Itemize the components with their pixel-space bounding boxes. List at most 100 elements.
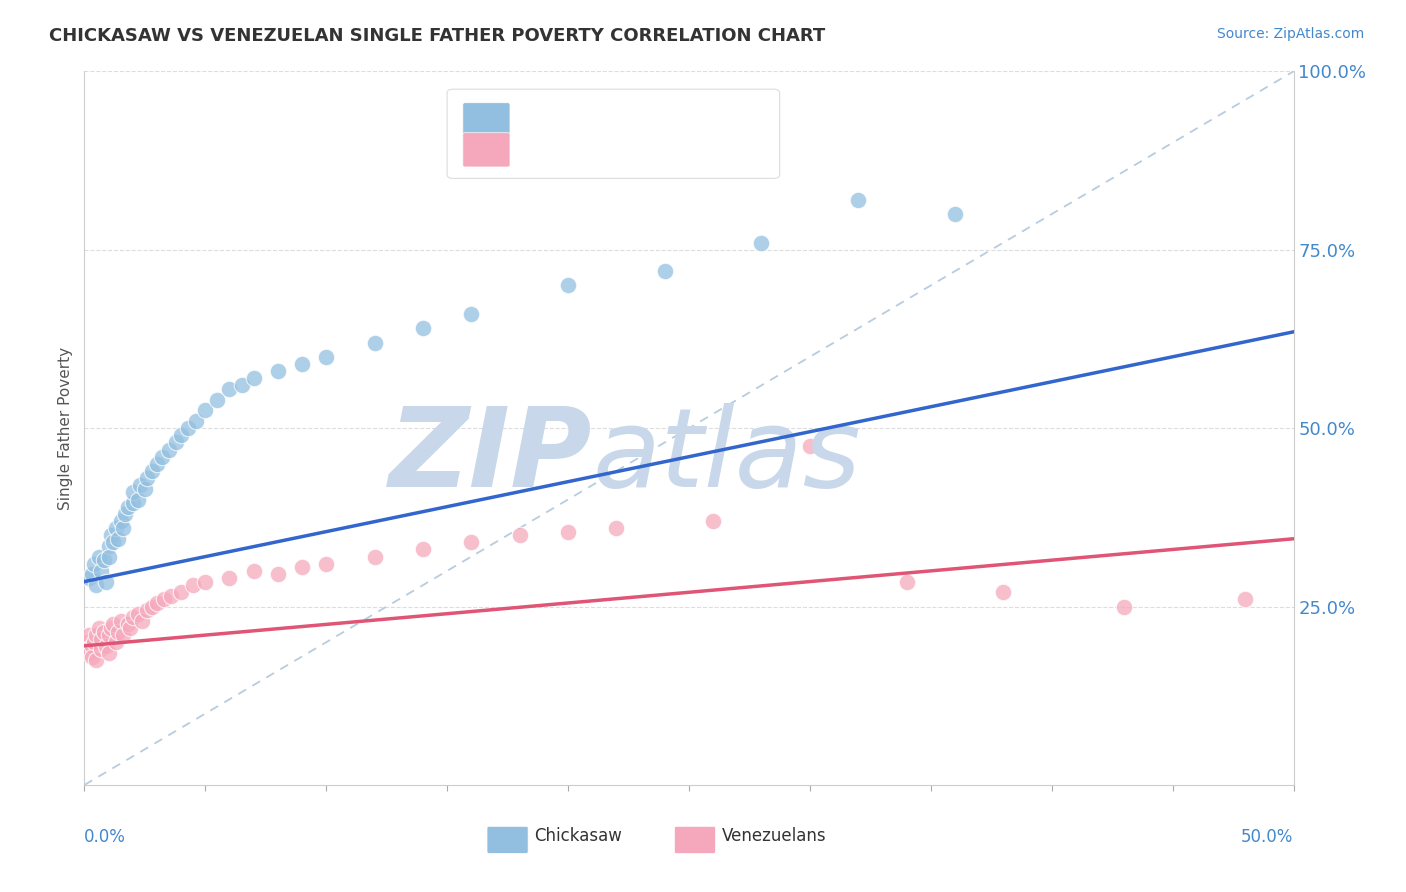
Point <box>846 193 869 207</box>
Point <box>267 364 290 378</box>
Point <box>177 421 200 435</box>
Point <box>129 478 152 492</box>
Point <box>136 603 159 617</box>
Point <box>104 635 127 649</box>
Point <box>131 614 153 628</box>
Point <box>103 617 125 632</box>
Point <box>194 403 217 417</box>
Point <box>412 542 434 557</box>
Point <box>90 642 112 657</box>
Text: CHICKASAW VS VENEZUELAN SINGLE FATHER POVERTY CORRELATION CHART: CHICKASAW VS VENEZUELAN SINGLE FATHER PO… <box>49 27 825 45</box>
Point <box>76 635 98 649</box>
Point <box>90 564 112 578</box>
Point <box>363 335 385 350</box>
Text: Chickasaw: Chickasaw <box>534 828 621 846</box>
Point <box>146 596 169 610</box>
Point <box>127 607 149 621</box>
Point <box>121 485 143 500</box>
Point <box>751 235 773 250</box>
Point <box>93 553 115 567</box>
Point <box>77 628 100 642</box>
Point <box>83 635 105 649</box>
Point <box>93 624 115 639</box>
Point <box>107 624 129 639</box>
FancyBboxPatch shape <box>463 103 510 137</box>
Point <box>100 528 122 542</box>
Text: N = 48: N = 48 <box>643 111 706 128</box>
Point <box>146 457 169 471</box>
Point <box>242 371 264 385</box>
Point <box>141 464 163 478</box>
Point <box>97 539 120 553</box>
Point <box>291 560 314 574</box>
Point <box>97 628 120 642</box>
Point <box>315 557 337 571</box>
Text: 50.0%: 50.0% <box>1241 828 1294 846</box>
Point <box>242 564 264 578</box>
Point <box>799 439 821 453</box>
Point <box>557 524 579 539</box>
Point <box>117 617 139 632</box>
Point <box>509 528 531 542</box>
Text: R =  0.178: R = 0.178 <box>522 141 619 159</box>
Point <box>112 521 135 535</box>
Point <box>110 514 132 528</box>
Text: atlas: atlas <box>592 403 860 510</box>
Point <box>153 592 176 607</box>
Point <box>291 357 314 371</box>
Point <box>121 496 143 510</box>
Point <box>218 571 240 585</box>
Point <box>170 585 193 599</box>
Point <box>90 632 112 646</box>
Point <box>170 428 193 442</box>
Point <box>97 646 120 660</box>
FancyBboxPatch shape <box>447 89 780 178</box>
Point <box>80 649 103 664</box>
Point <box>231 378 253 392</box>
Text: Source: ZipAtlas.com: Source: ZipAtlas.com <box>1216 27 1364 41</box>
Text: R = 0.380: R = 0.380 <box>522 111 612 128</box>
Text: 0.0%: 0.0% <box>84 828 127 846</box>
Point <box>218 382 240 396</box>
Point <box>127 492 149 507</box>
Point <box>86 578 108 592</box>
Point <box>460 535 482 549</box>
FancyBboxPatch shape <box>675 826 716 854</box>
Point <box>267 567 290 582</box>
Point <box>117 500 139 514</box>
Point <box>120 621 142 635</box>
Point <box>363 549 385 564</box>
Point <box>112 628 135 642</box>
Point <box>702 514 724 528</box>
Point <box>97 549 120 564</box>
Point <box>460 307 482 321</box>
Point <box>605 521 627 535</box>
FancyBboxPatch shape <box>486 826 529 854</box>
Point <box>1114 599 1136 614</box>
Point <box>993 585 1015 599</box>
Point <box>86 653 108 667</box>
Point <box>654 264 676 278</box>
Y-axis label: Single Father Poverty: Single Father Poverty <box>58 347 73 509</box>
Point <box>104 521 127 535</box>
Point <box>160 589 183 603</box>
Point <box>194 574 217 589</box>
Point <box>165 435 187 450</box>
Point <box>181 578 204 592</box>
Point <box>77 571 100 585</box>
Point <box>86 628 108 642</box>
Point <box>103 535 125 549</box>
Point <box>87 621 110 635</box>
Point <box>150 450 173 464</box>
Point <box>87 549 110 564</box>
Point <box>315 350 337 364</box>
Point <box>94 639 117 653</box>
Point <box>134 482 156 496</box>
Point <box>94 574 117 589</box>
FancyBboxPatch shape <box>463 133 510 167</box>
Point <box>136 471 159 485</box>
Point <box>1234 592 1257 607</box>
Point <box>121 610 143 624</box>
Point <box>80 639 103 653</box>
Point <box>184 414 207 428</box>
